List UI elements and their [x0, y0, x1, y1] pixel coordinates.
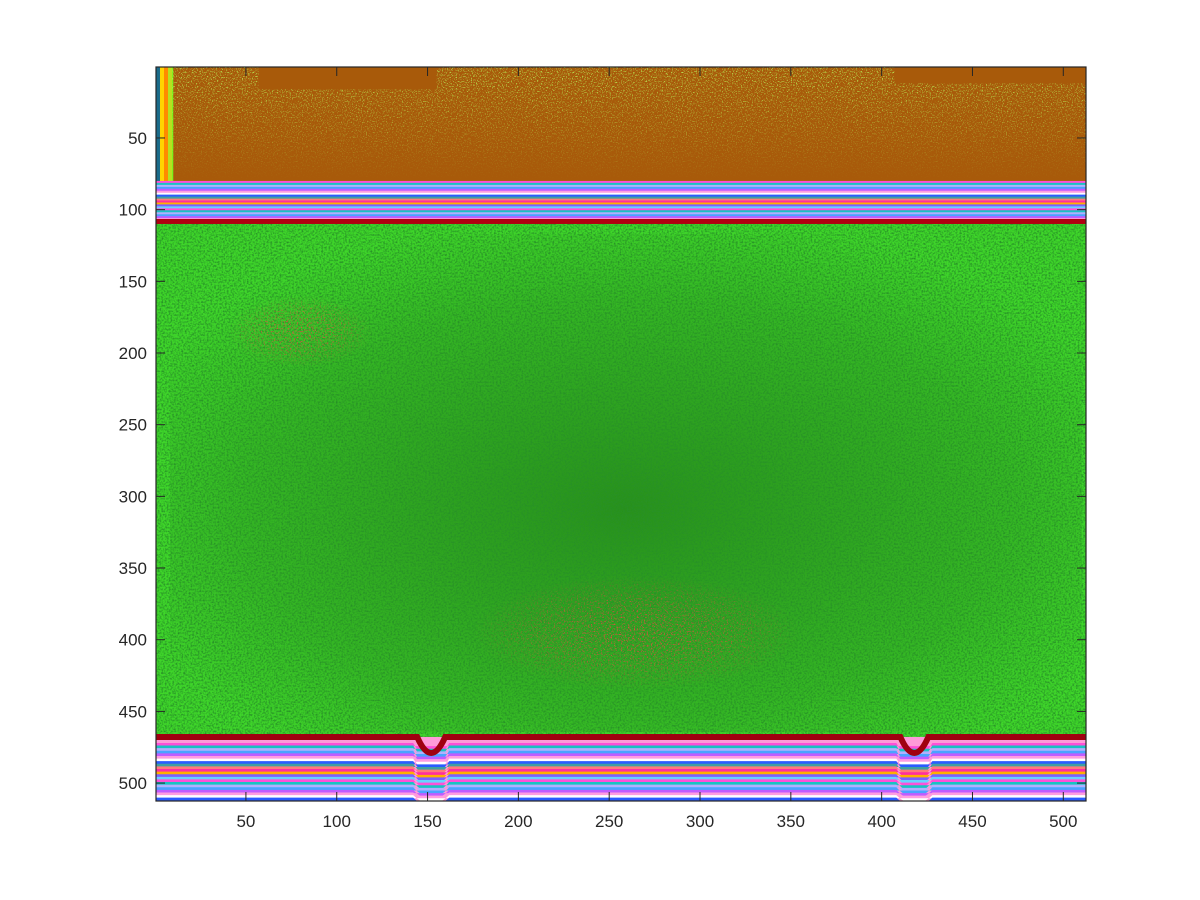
plot-frame: [155, 66, 1087, 802]
y-tick-label: 350: [119, 559, 147, 578]
x-tick-label: 500: [1049, 812, 1077, 831]
region-lower-stripes: [156, 733, 1086, 801]
y-tick-label: 300: [119, 487, 147, 506]
region-upper-stripes: [156, 180, 1086, 225]
y-tick-label: 250: [119, 416, 147, 435]
x-tick-label: 100: [323, 812, 351, 831]
y-tick-label: 500: [119, 774, 147, 793]
x-axis: 50 100 150 200 250 300 350 400 450 500: [236, 67, 1077, 831]
y-tick-label: 150: [119, 272, 147, 291]
x-tick-label: 450: [958, 812, 986, 831]
x-tick-label: 200: [504, 812, 532, 831]
x-tick-label: 300: [686, 812, 714, 831]
y-axis: 50 100 150 200 250 300 350 400 450 500: [119, 129, 1086, 793]
region-main-field: [156, 223, 1086, 741]
y-tick-label: 50: [128, 129, 147, 148]
region-top-band: [156, 67, 1086, 181]
x-tick-label: 400: [867, 812, 895, 831]
y-tick-label: 400: [119, 631, 147, 650]
x-tick-label: 250: [595, 812, 623, 831]
red-cluster-center: [472, 575, 800, 690]
heatmap-image: [156, 67, 1086, 801]
x-tick-label: 150: [413, 812, 441, 831]
y-tick-label: 450: [119, 702, 147, 721]
red-cluster-upper-left: [227, 295, 374, 368]
y-tick-label: 100: [119, 201, 147, 220]
x-tick-label: 350: [777, 812, 805, 831]
x-tick-label: 50: [236, 812, 255, 831]
y-tick-label: 200: [119, 344, 147, 363]
